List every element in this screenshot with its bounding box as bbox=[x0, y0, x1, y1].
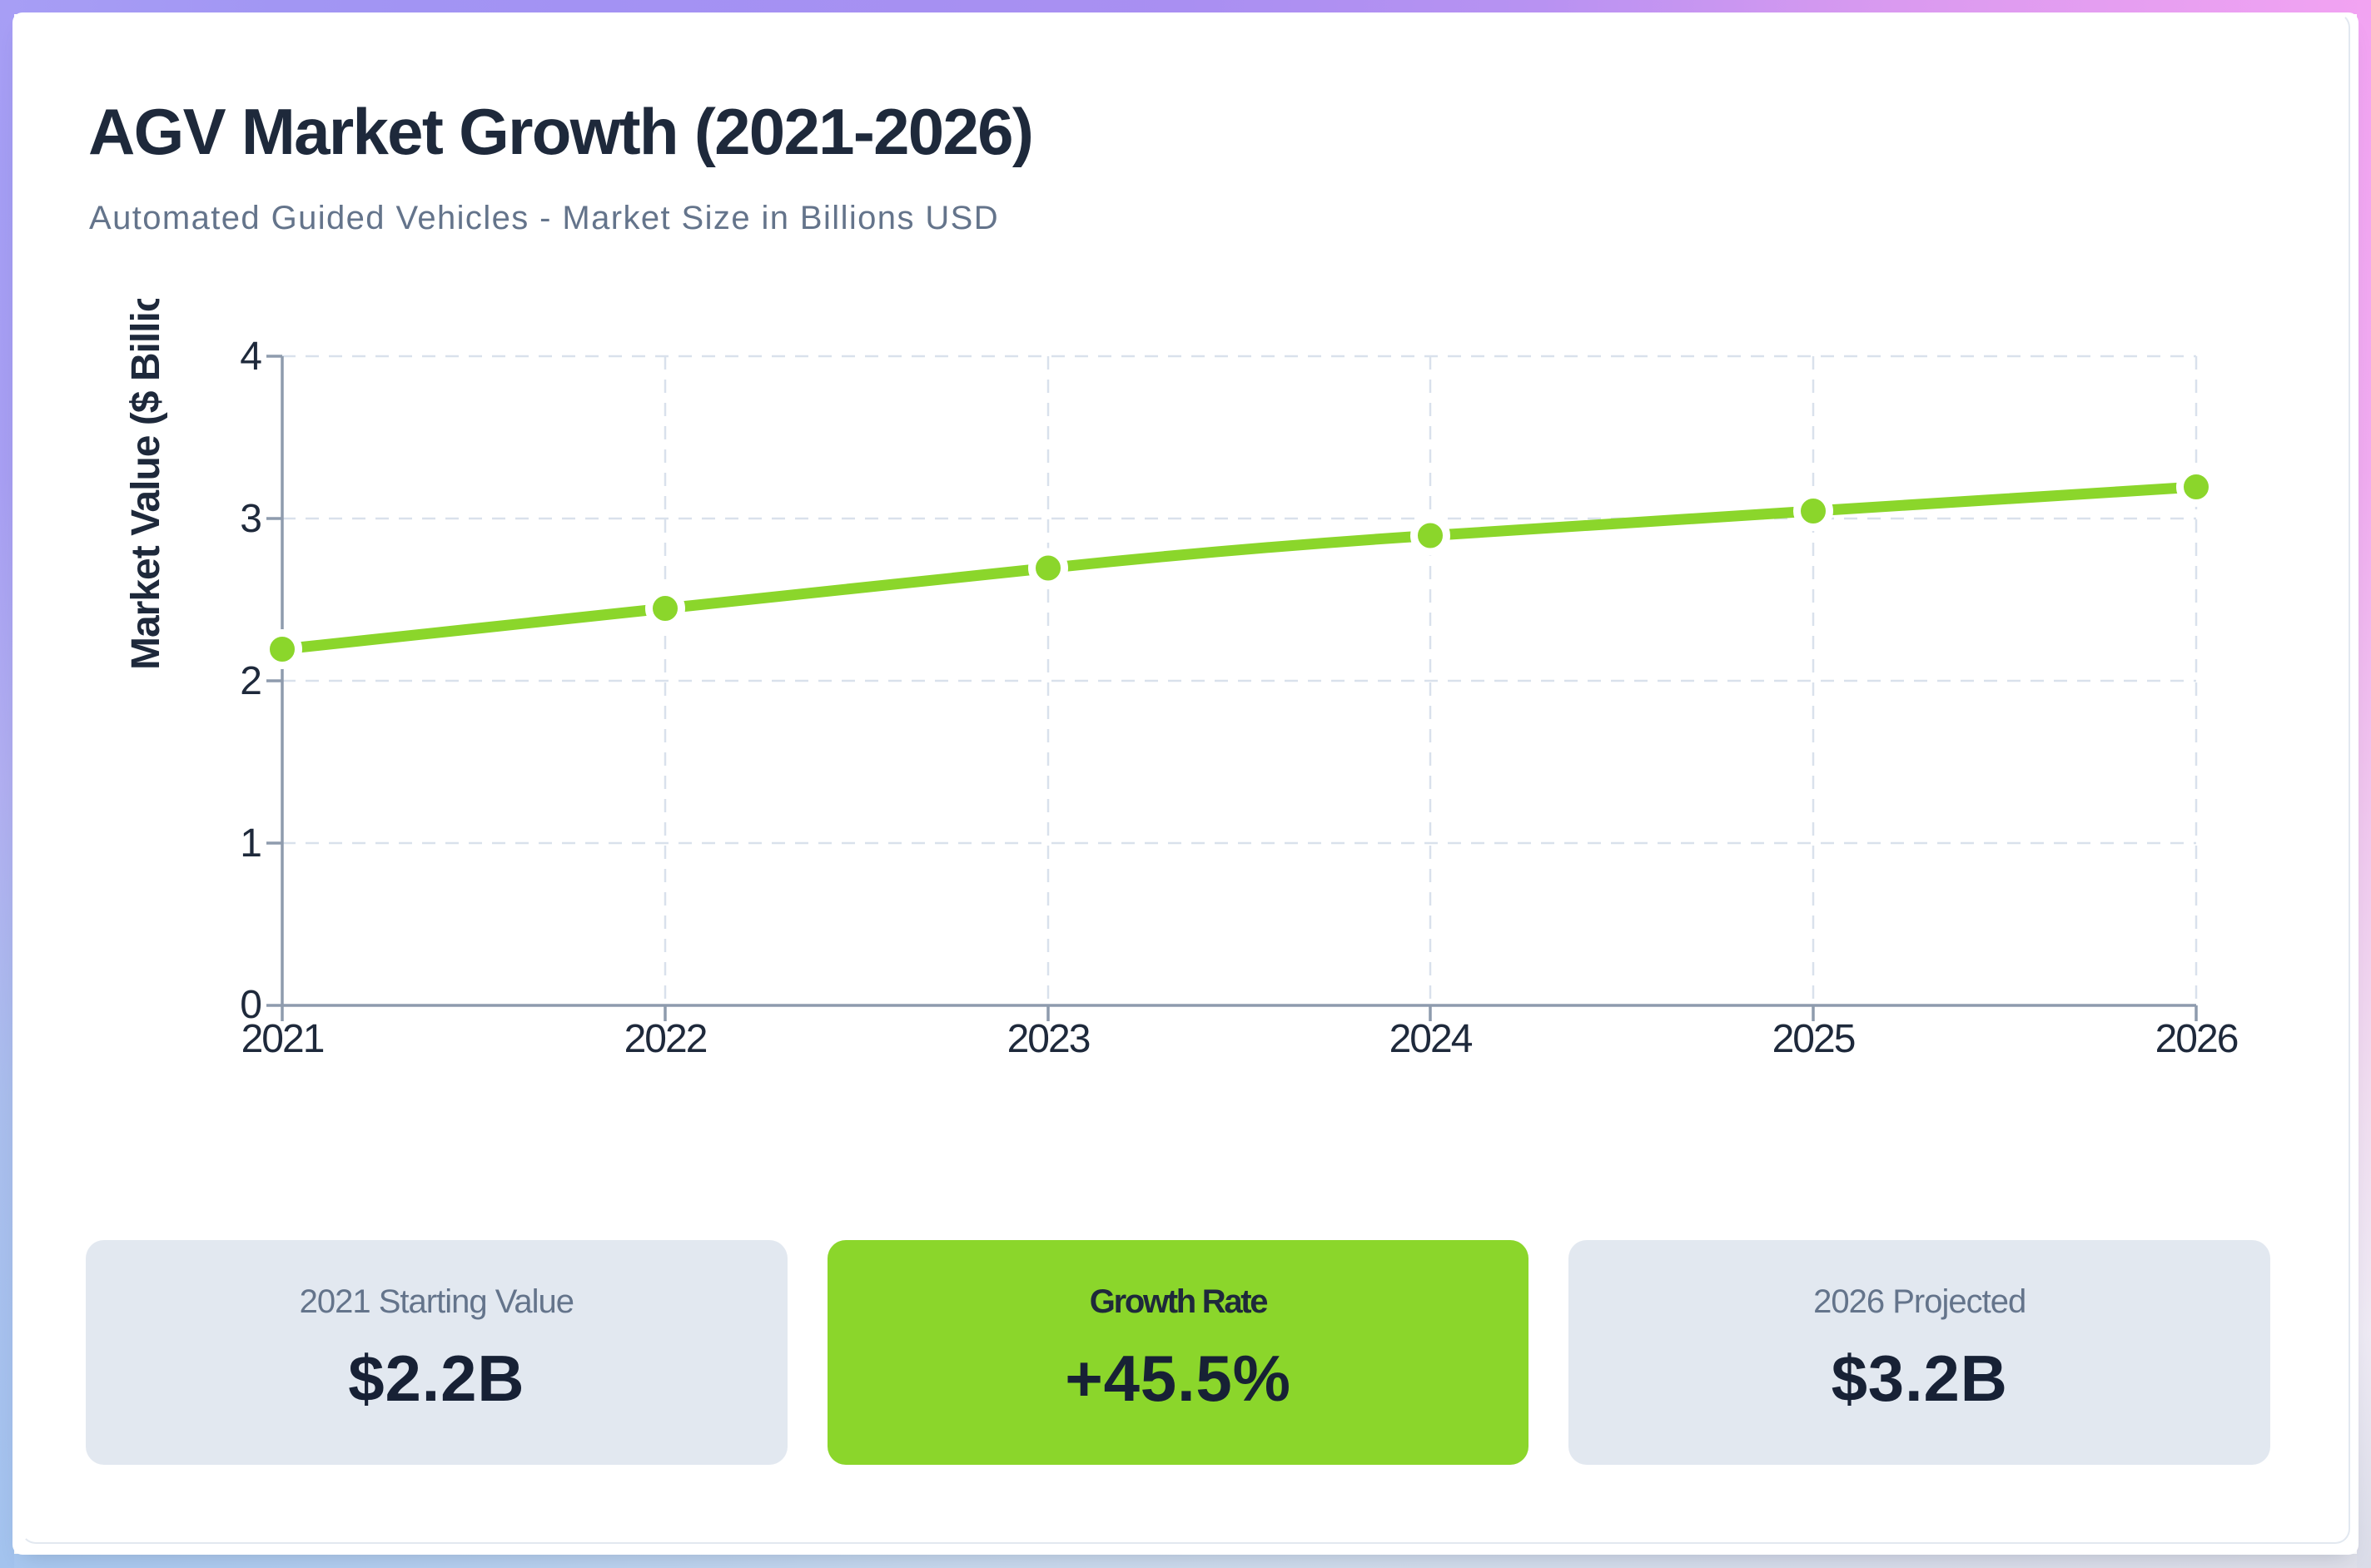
svg-text:4: 4 bbox=[240, 335, 262, 379]
svg-text:Market Value ($ Billions): Market Value ($ Billions) bbox=[124, 299, 168, 670]
svg-text:3: 3 bbox=[240, 497, 262, 541]
svg-text:2024: 2024 bbox=[1389, 1017, 1473, 1061]
svg-text:2021: 2021 bbox=[241, 1017, 324, 1061]
svg-text:1: 1 bbox=[240, 821, 262, 866]
svg-text:2022: 2022 bbox=[624, 1017, 707, 1061]
svg-text:0: 0 bbox=[240, 983, 262, 1027]
svg-text:2025: 2025 bbox=[1772, 1017, 1855, 1061]
svg-text:2023: 2023 bbox=[1007, 1017, 1090, 1061]
svg-text:2026: 2026 bbox=[2155, 1017, 2238, 1061]
svg-text:2: 2 bbox=[240, 659, 262, 703]
